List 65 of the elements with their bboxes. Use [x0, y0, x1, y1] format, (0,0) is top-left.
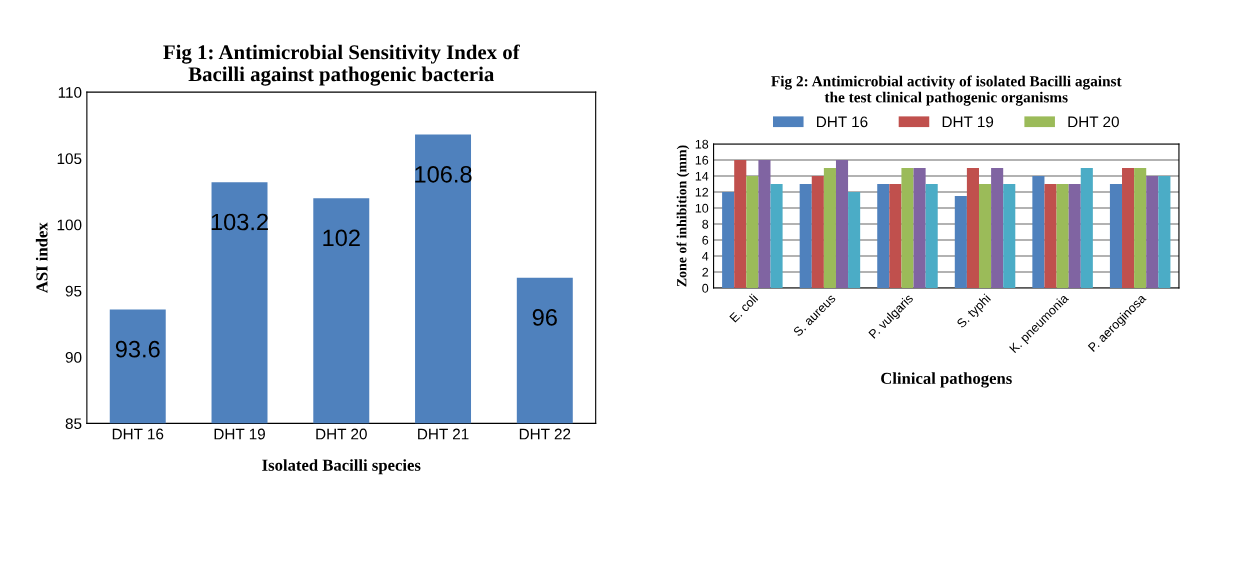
- data-label: 93.6: [115, 340, 160, 358]
- bar: [1068, 184, 1081, 288]
- bar: [913, 168, 926, 288]
- x-tick-label: DHT 19: [214, 428, 265, 440]
- y-tick-label: 100: [57, 219, 82, 231]
- bar: [877, 184, 890, 288]
- data-label: 103.2: [211, 213, 268, 231]
- x-tick-label: DHT 20: [316, 428, 367, 440]
- bar: [889, 184, 902, 288]
- bar: [1044, 184, 1057, 288]
- bar: [1158, 176, 1171, 288]
- bar: [799, 184, 812, 288]
- legend-label: DHT 20: [1068, 116, 1119, 128]
- bar: [1109, 184, 1123, 288]
- x-tick-label: DHT 16: [112, 428, 164, 440]
- bar: [966, 168, 979, 288]
- bar: [954, 196, 967, 288]
- x-tick-label: DHT 21: [418, 428, 469, 440]
- y-tick-label: 85: [65, 418, 82, 430]
- bar: [722, 192, 735, 288]
- bar: [1146, 176, 1159, 288]
- y-tick-label: 14: [695, 171, 709, 181]
- bar: [1056, 184, 1069, 288]
- bar: [1134, 168, 1147, 288]
- bar: [835, 160, 849, 288]
- y-tick-label: 10: [695, 203, 709, 213]
- y-tick-label: 0: [702, 283, 709, 293]
- y-tick-label: 105: [57, 153, 82, 165]
- x-axis-title: Isolated Bacilli species: [262, 459, 421, 475]
- y-tick-label: 18: [695, 139, 709, 149]
- y-tick-label: 16: [695, 155, 709, 165]
- y-tick-label: 95: [65, 285, 82, 297]
- data-label: 96: [532, 309, 557, 326]
- bar: [734, 160, 747, 288]
- bar: [811, 176, 824, 288]
- y-tick-label: 110: [58, 87, 82, 98]
- bar: [1080, 168, 1093, 288]
- bar: [991, 168, 1004, 288]
- legend-label: DHT 19: [942, 116, 994, 128]
- chart-title: Fig 1: Antimicrobial Sensitivity Index of Bacilli against pathogenic bacteria: [163, 44, 520, 86]
- y-axis-title: Zone of inhibition (mm): [676, 145, 690, 287]
- bar: [978, 184, 992, 288]
- y-tick-label: 90: [65, 351, 82, 363]
- bar: [1032, 176, 1045, 288]
- bar: [1003, 184, 1016, 288]
- chart-title: Fig 2: Antimicrobial activity of isolated Bacilli against the test clinical pathogenic organisms: [771, 75, 1122, 106]
- y-axis-title: ASI index: [35, 222, 48, 294]
- x-tick-label: DHT 22: [519, 428, 571, 440]
- legend-label: DHT 16: [817, 116, 868, 128]
- bar: [823, 168, 836, 288]
- bar: [925, 184, 938, 288]
- y-tick-label: 2: [702, 267, 709, 277]
- bar: [848, 192, 861, 288]
- data-label: 102: [323, 229, 360, 247]
- bar: [746, 176, 759, 288]
- x-axis-title: Clinical pathogens: [881, 372, 1012, 388]
- y-tick-label: 12: [695, 187, 709, 197]
- bar: [758, 160, 771, 288]
- y-tick-label: 6: [702, 235, 709, 245]
- bar: [901, 168, 914, 288]
- x-tick-label: E. coli: [729, 293, 759, 323]
- bar: [770, 184, 783, 288]
- bar: [1122, 168, 1135, 288]
- y-tick-label: 4: [702, 251, 709, 261]
- y-tick-label: 8: [702, 219, 709, 229]
